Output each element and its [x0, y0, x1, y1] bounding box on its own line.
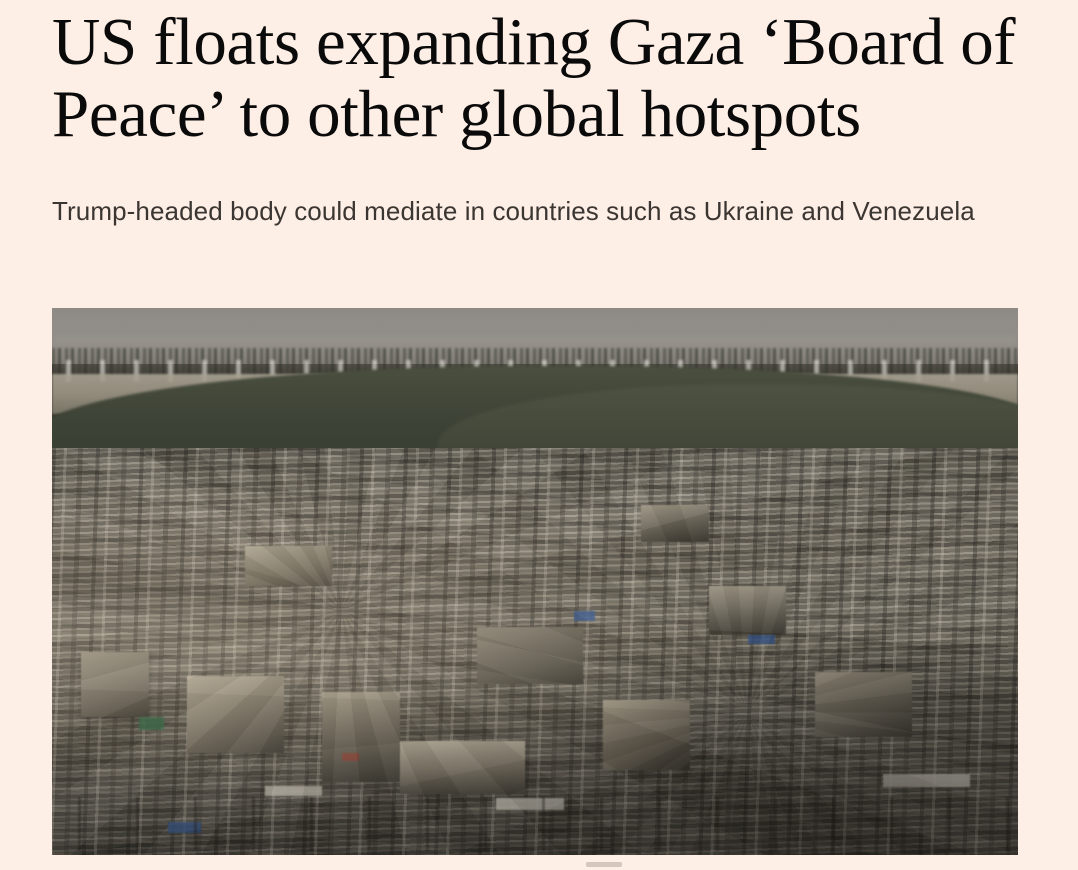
photo-grain [52, 448, 1018, 855]
gaza-destruction-photo [52, 308, 1018, 855]
article-image [52, 308, 1018, 855]
photo-structure-7 [815, 671, 912, 737]
photo-structure-10 [399, 741, 526, 794]
photo-blue-tarp-2 [747, 635, 775, 645]
photo-blue-tarp-3 [167, 822, 201, 834]
photo-people-silhouettes [52, 797, 1018, 851]
photo-structure-2 [187, 675, 284, 754]
photo-green-tarp [138, 716, 165, 730]
photo-blue-tarp-1 [573, 610, 595, 621]
photo-red-tarp [341, 753, 360, 761]
photo-structure-9 [641, 504, 709, 542]
photo-lighting [52, 448, 1018, 855]
photo-white-tent-3 [264, 785, 323, 797]
photo-structure-4 [477, 627, 584, 685]
photo-rubble-field [52, 448, 1018, 855]
photo-structure-1 [80, 651, 149, 717]
photo-white-tent-1 [496, 798, 564, 811]
photo-structure-6 [708, 586, 787, 636]
clipped-caption-element [586, 862, 622, 867]
photo-structure-8 [245, 545, 333, 587]
page-title: US floats expanding Gaza ‘Board of Peace… [52, 5, 1016, 151]
photo-white-tent-2 [882, 773, 970, 788]
article-standfirst: Trump-headed body could mediate in count… [52, 196, 975, 226]
photo-structure-3 [322, 692, 400, 782]
photo-structure-5 [602, 700, 690, 770]
